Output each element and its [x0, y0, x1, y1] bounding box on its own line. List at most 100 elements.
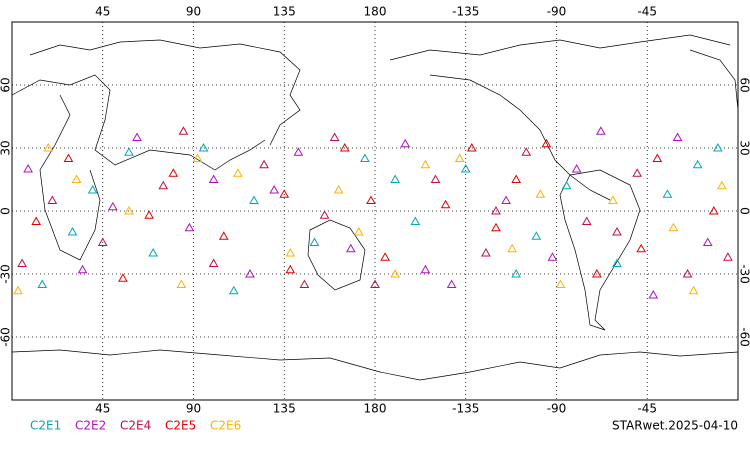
data-point	[593, 270, 601, 277]
y-tick-label: -30	[0, 264, 13, 284]
y-tick-label: 0	[738, 207, 750, 215]
data-point	[502, 197, 510, 204]
data-point	[321, 211, 329, 218]
x-tick-label: 135	[273, 5, 296, 19]
data-point	[492, 207, 500, 214]
data-point	[548, 253, 556, 260]
data-point	[508, 245, 516, 252]
data-point	[234, 169, 242, 176]
y-tick-label: 30	[0, 140, 13, 155]
data-point	[331, 134, 339, 141]
data-point	[684, 270, 692, 277]
data-point	[185, 224, 193, 231]
data-point	[220, 232, 228, 239]
data-point	[119, 274, 127, 281]
data-point	[456, 155, 464, 162]
data-point	[411, 218, 419, 225]
data-point	[64, 155, 72, 162]
data-point	[512, 176, 520, 183]
data-point	[381, 253, 389, 260]
legend-entry: C2E2	[75, 419, 106, 433]
data-point	[177, 281, 185, 288]
data-point	[125, 148, 133, 155]
legend-entry: C2E1	[30, 419, 61, 433]
data-point	[200, 144, 208, 151]
data-point	[468, 144, 476, 151]
data-point	[724, 253, 732, 260]
x-tick-label: 180	[364, 402, 387, 416]
data-point	[210, 176, 218, 183]
data-point	[159, 182, 167, 189]
data-point	[674, 134, 682, 141]
data-point	[169, 169, 177, 176]
data-point	[432, 176, 440, 183]
data-point	[145, 211, 153, 218]
x-tick-label: -135	[452, 402, 479, 416]
x-tick-label: -90	[547, 402, 567, 416]
legend-entry: C2E5	[165, 419, 196, 433]
data-point	[246, 270, 254, 277]
y-tick-label: 0	[0, 207, 13, 215]
y-tick-label: -60	[0, 327, 13, 347]
data-point	[335, 186, 343, 193]
y-tick-label: -30	[738, 264, 750, 284]
x-tick-label: -45	[637, 5, 657, 19]
y-tick-label: -60	[738, 327, 750, 347]
x-tick-label: -135	[452, 5, 479, 19]
data-point	[536, 190, 544, 197]
data-point	[557, 281, 565, 288]
data-point	[391, 176, 399, 183]
data-point	[583, 218, 591, 225]
data-point	[280, 190, 288, 197]
data-point	[311, 239, 319, 246]
y-tick-label: 60	[738, 77, 750, 92]
data-point	[294, 148, 302, 155]
x-tick-label: 135	[273, 402, 296, 416]
x-tick-label: -45	[637, 402, 657, 416]
x-tick-label: 90	[186, 5, 201, 19]
data-point	[149, 249, 157, 256]
data-point	[710, 207, 718, 214]
data-point	[522, 148, 530, 155]
data-point	[14, 287, 22, 294]
data-point	[270, 186, 278, 193]
legend-entry: C2E4	[120, 419, 151, 433]
data-point	[704, 239, 712, 246]
data-point	[361, 155, 369, 162]
legend: C2E1 C2E2 C2E4 C2E5 C2E6	[30, 419, 241, 433]
data-point	[492, 224, 500, 231]
x-tick-label: -90	[547, 5, 567, 19]
data-point	[210, 260, 218, 267]
data-point	[230, 287, 238, 294]
data-point	[532, 232, 540, 239]
data-point	[79, 266, 87, 273]
data-point	[44, 144, 52, 151]
data-point	[653, 155, 661, 162]
data-point	[73, 176, 81, 183]
x-tick-label: 180	[364, 5, 387, 19]
data-point	[18, 260, 26, 267]
legend-entry: C2E6	[210, 419, 241, 433]
data-point	[286, 266, 294, 273]
data-point	[133, 134, 141, 141]
x-tick-label: 45	[95, 402, 110, 416]
data-point	[669, 224, 677, 231]
data-point	[613, 228, 621, 235]
data-point	[637, 245, 645, 252]
data-point	[482, 249, 490, 256]
data-point	[718, 182, 726, 189]
data-point	[421, 161, 429, 168]
data-point	[663, 190, 671, 197]
data-point	[286, 249, 294, 256]
data-point	[109, 203, 117, 210]
data-point	[391, 270, 399, 277]
data-point	[250, 197, 258, 204]
data-point	[48, 197, 56, 204]
data-point	[512, 270, 520, 277]
data-point	[24, 165, 32, 172]
data-point	[300, 281, 308, 288]
data-point	[367, 197, 375, 204]
data-point	[714, 144, 722, 151]
x-tick-label: 45	[95, 5, 110, 19]
data-point	[401, 140, 409, 147]
